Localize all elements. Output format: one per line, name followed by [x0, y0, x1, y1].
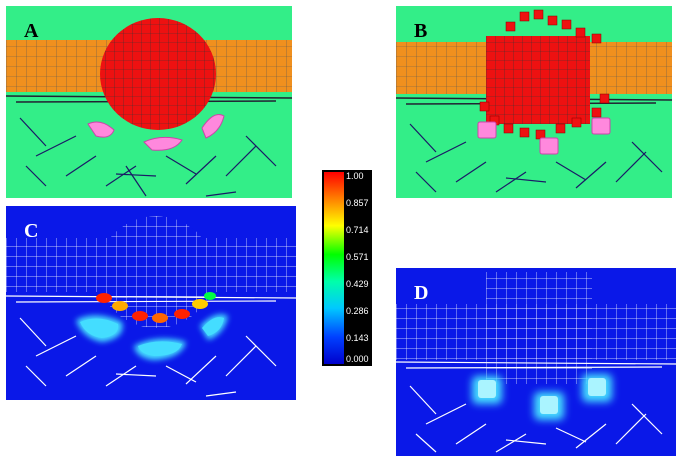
- colorbar-tick: 0.429: [346, 279, 369, 289]
- colorbar-tick: 0.857: [346, 198, 369, 208]
- panel-d: D: [396, 268, 676, 456]
- colorbar-tick: 1.00: [346, 171, 364, 181]
- colorbar-ramp: [324, 172, 344, 364]
- colorbar-tick: 0.000: [346, 354, 369, 364]
- panel-b-label: B: [414, 20, 428, 42]
- colorbar-tick: 0.571: [346, 252, 369, 262]
- panel-a-label: A: [24, 20, 39, 42]
- panel-d-label: D: [414, 282, 429, 304]
- panel-a: A: [6, 6, 292, 198]
- panel-b: B: [396, 6, 672, 198]
- panel-c-label: C: [24, 220, 39, 242]
- colorbar-tick: 0.143: [346, 333, 369, 343]
- panel-c: C: [6, 206, 296, 400]
- colorbar-tick: 0.714: [346, 225, 369, 235]
- colorbar: 1.00 0.857 0.714 0.571 0.429 0.286 0.143…: [322, 170, 372, 366]
- colorbar-tick: 0.286: [346, 306, 369, 316]
